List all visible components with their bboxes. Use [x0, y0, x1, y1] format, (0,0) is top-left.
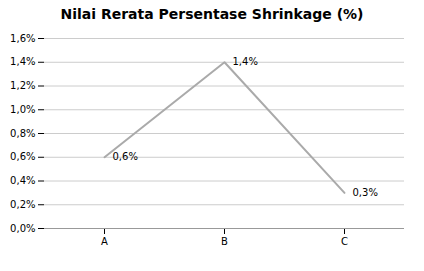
svg-text:0,4%: 0,4% — [10, 175, 35, 186]
svg-text:C: C — [341, 236, 348, 247]
svg-text:1,4%: 1,4% — [10, 56, 35, 67]
svg-text:1,4%: 1,4% — [233, 56, 258, 67]
html-text:Nilai Rerata Persentase Shrink: Nilai Rerata Persentase Shrinkage (%) — [60, 6, 364, 22]
svg-text:0,8%: 0,8% — [10, 128, 35, 139]
svg-text:0,2%: 0,2% — [10, 199, 35, 210]
svg-text:1,0%: 1,0% — [10, 104, 35, 115]
svg-text:0,3%: 0,3% — [353, 187, 378, 198]
svg-text:A: A — [101, 236, 108, 247]
svg-text:B: B — [221, 236, 228, 247]
svg-text:1,2%: 1,2% — [10, 80, 35, 91]
svg-text:0,6%: 0,6% — [113, 151, 138, 162]
svg-text:0,0%: 0,0% — [10, 223, 35, 234]
svg-text:1,6%: 1,6% — [10, 33, 35, 44]
svg-text:0,6%: 0,6% — [10, 151, 35, 162]
